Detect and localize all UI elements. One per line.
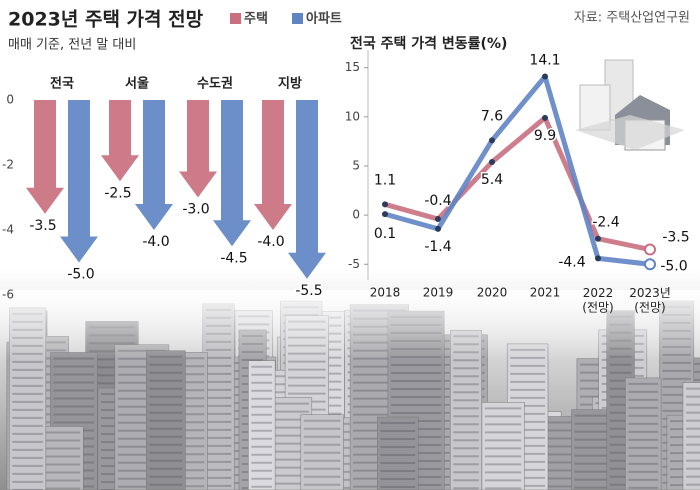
value-label: -4.0 — [257, 234, 284, 250]
x-tick-label: 2023년 (전망) — [629, 286, 671, 314]
point — [542, 73, 548, 80]
building — [625, 377, 662, 490]
point — [489, 159, 495, 166]
value-label: -5.0 — [660, 258, 687, 274]
legend-swatch — [292, 13, 303, 24]
house-icon — [575, 59, 685, 151]
category-label: 수도권 — [197, 77, 233, 92]
value-label: 14.1 — [529, 53, 560, 69]
point — [644, 243, 656, 256]
value-label: -4.5 — [220, 250, 247, 266]
arrow-bar — [26, 100, 64, 214]
building — [544, 416, 575, 490]
building — [481, 402, 525, 490]
category-label: 지방 — [278, 76, 302, 92]
arrow-bar — [213, 100, 251, 247]
arrow-bar — [254, 100, 292, 230]
y-tick-label: -2 — [2, 158, 14, 172]
value-label: -0.4 — [424, 193, 451, 209]
value-label: -4.0 — [142, 234, 169, 250]
point — [435, 225, 441, 232]
series-line — [384, 115, 651, 252]
y-tick-label: 10 — [345, 109, 360, 123]
value-label: -1.4 — [424, 239, 451, 255]
building — [682, 382, 700, 490]
value-label: -4.4 — [558, 254, 585, 270]
legend-label: 주택 — [244, 11, 268, 27]
chart-title: 전국 주택 가격 변동률(%) — [350, 35, 507, 52]
point — [382, 211, 388, 218]
arrow-bar — [101, 100, 139, 182]
value-label: -3.0 — [182, 202, 209, 218]
point — [595, 255, 601, 262]
y-tick-label: -6 — [2, 288, 14, 302]
haze — [0, 290, 700, 360]
point — [595, 235, 601, 242]
arrow-bar — [60, 100, 98, 263]
y-tick-label: 0 — [6, 93, 14, 107]
point — [489, 137, 495, 144]
point — [382, 201, 388, 208]
source: 자료: 주택산업연구원 — [574, 11, 690, 26]
value-label: -2.4 — [592, 215, 619, 231]
chart-subtitle: 매매 기준, 전년 말 대비 — [8, 38, 136, 53]
chart-title: 2023년 주택 가격 전망 — [8, 9, 204, 31]
value-label: -3.5 — [29, 218, 56, 234]
arrow-bar — [179, 100, 217, 198]
value-label: 1.1 — [374, 172, 396, 188]
category-label: 전국 — [50, 76, 74, 92]
category-label: 서울 — [125, 76, 149, 92]
arrow-bar — [135, 100, 173, 230]
series-line — [384, 74, 651, 267]
value-label: -3.5 — [662, 230, 689, 246]
value-label: -2.5 — [104, 185, 131, 201]
y-tick-label: 5 — [352, 158, 360, 172]
y-tick-label: 15 — [345, 60, 360, 74]
point — [542, 114, 548, 121]
x-tick-label: 2018 — [370, 286, 401, 300]
x-tick-label: 2020 — [477, 286, 508, 300]
y-tick-label: -4 — [2, 223, 14, 237]
value-label: 9.9 — [534, 128, 556, 144]
x-tick-label: 2021 — [530, 286, 561, 300]
value-label: 0.1 — [374, 226, 396, 242]
building — [42, 426, 84, 490]
value-label: -5.0 — [67, 267, 94, 283]
y-tick-label: 0 — [352, 208, 360, 222]
building — [300, 414, 344, 490]
value-label: 7.6 — [481, 108, 503, 124]
x-tick-label: 2019 — [423, 286, 454, 300]
building — [377, 416, 419, 490]
legend-swatch — [230, 13, 241, 24]
point — [435, 216, 441, 223]
arrow-bar — [288, 100, 326, 279]
value-label: 5.4 — [481, 172, 503, 188]
legend-label: 아파트 — [306, 11, 342, 27]
x-tick-label: 2022 (전망) — [582, 286, 613, 314]
value-label: -5.5 — [295, 283, 322, 299]
point — [644, 258, 656, 271]
y-tick-label: -5 — [348, 257, 360, 271]
